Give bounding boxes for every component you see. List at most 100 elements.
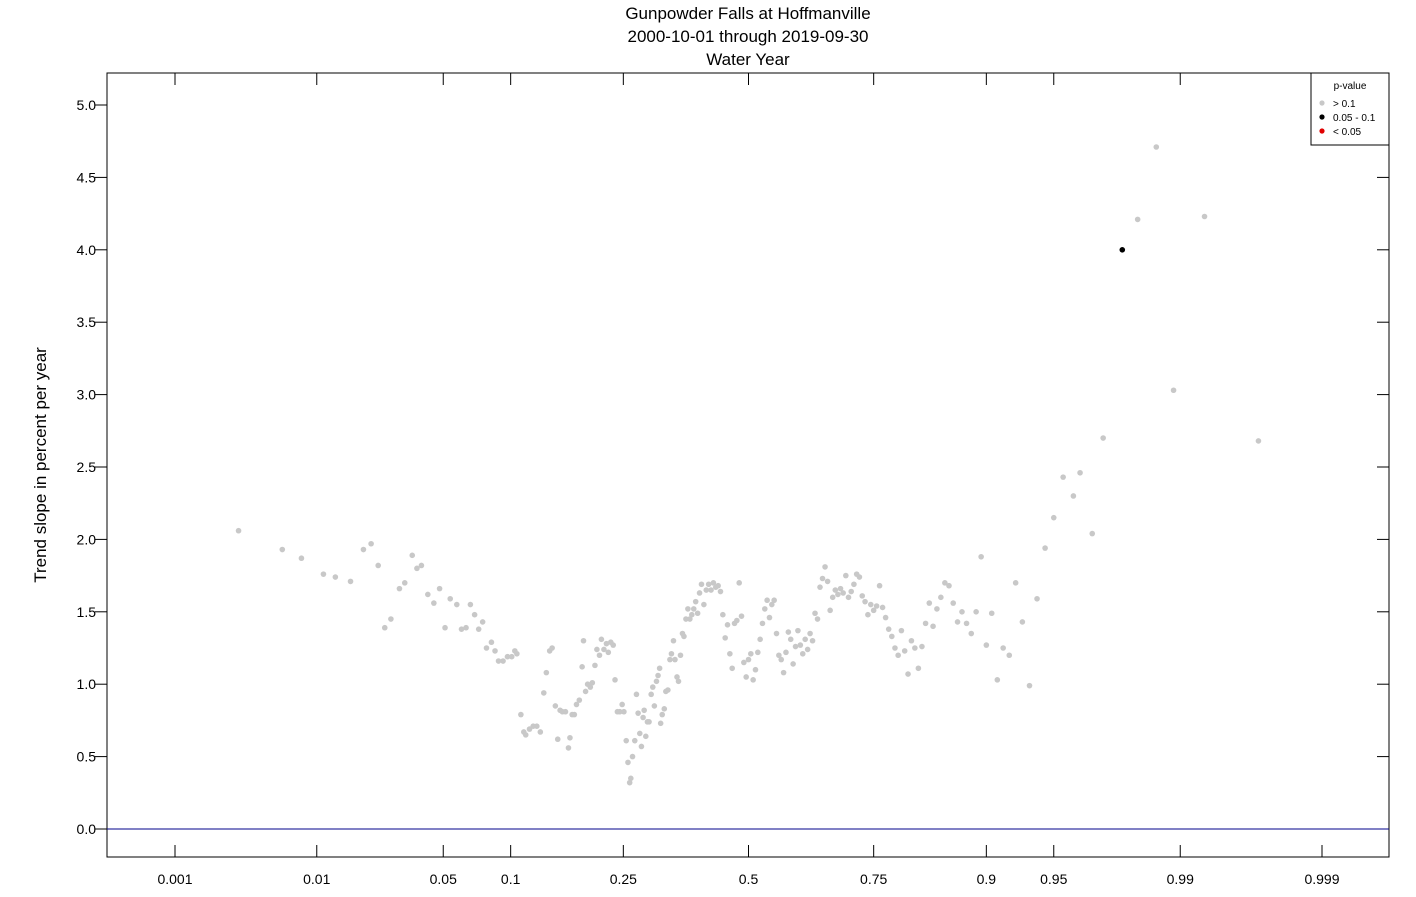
data-point bbox=[790, 661, 796, 667]
data-point bbox=[703, 587, 710, 593]
data-point bbox=[873, 603, 880, 609]
data-point bbox=[812, 610, 818, 617]
data-point bbox=[522, 732, 529, 738]
data-point bbox=[332, 574, 339, 580]
data-point bbox=[978, 553, 984, 560]
x-tick-label: 0.9 bbox=[977, 871, 997, 887]
data-point bbox=[641, 707, 647, 714]
chart-subtitle-season: Water Year bbox=[706, 50, 790, 69]
data-point bbox=[668, 650, 675, 657]
data-point bbox=[745, 656, 752, 663]
data-point bbox=[567, 734, 573, 741]
data-point bbox=[727, 650, 733, 657]
data-point bbox=[580, 637, 587, 644]
data-point bbox=[625, 759, 631, 766]
data-point bbox=[447, 595, 454, 602]
data-point bbox=[458, 626, 465, 632]
data-point bbox=[431, 600, 437, 606]
data-point bbox=[1050, 514, 1057, 521]
data-point bbox=[795, 627, 801, 634]
data-point bbox=[919, 643, 925, 650]
legend-marker-0-05-0-1 bbox=[1319, 114, 1325, 120]
data-point bbox=[626, 779, 633, 786]
data-point bbox=[643, 733, 649, 740]
data-point bbox=[1119, 247, 1126, 253]
data-point bbox=[638, 743, 645, 750]
data-point bbox=[694, 610, 701, 617]
data-point bbox=[692, 598, 699, 605]
data-point bbox=[467, 601, 474, 608]
data-point bbox=[500, 658, 506, 664]
data-point bbox=[827, 607, 833, 614]
data-point bbox=[862, 598, 868, 605]
data-point bbox=[819, 575, 826, 582]
data-point bbox=[687, 616, 693, 622]
data-point bbox=[552, 703, 559, 709]
legend-marker-gt-0-1 bbox=[1319, 100, 1325, 106]
data-point bbox=[837, 585, 844, 592]
data-point bbox=[1000, 645, 1006, 651]
data-point bbox=[667, 656, 673, 663]
data-point bbox=[959, 609, 965, 615]
data-point bbox=[859, 593, 866, 599]
data-point bbox=[915, 665, 922, 672]
data-point bbox=[994, 677, 1001, 683]
data-point bbox=[934, 606, 940, 612]
plot-frame bbox=[106, 72, 1390, 858]
data-point bbox=[889, 633, 895, 640]
data-point bbox=[657, 720, 664, 727]
data-point bbox=[360, 546, 367, 553]
data-point bbox=[483, 645, 490, 651]
data-point bbox=[576, 697, 583, 703]
data-point bbox=[835, 591, 841, 598]
data-point bbox=[741, 659, 747, 666]
data-point bbox=[436, 585, 443, 592]
data-point bbox=[983, 642, 990, 648]
data-point bbox=[235, 527, 242, 534]
data-point bbox=[690, 606, 697, 612]
legend-box bbox=[1310, 72, 1390, 146]
data-point bbox=[851, 581, 857, 588]
legend-title: p-value bbox=[1334, 81, 1367, 92]
data-point bbox=[968, 630, 975, 637]
data-point bbox=[534, 723, 540, 729]
data-point bbox=[616, 708, 623, 715]
data-point bbox=[764, 597, 770, 604]
legend-label-lt-0-05: < 0.05 bbox=[1333, 127, 1362, 138]
data-point bbox=[757, 636, 763, 643]
data-point bbox=[623, 737, 630, 744]
data-point bbox=[540, 690, 547, 696]
data-point bbox=[543, 669, 550, 676]
y-tick-label: 0.0 bbox=[77, 821, 97, 837]
data-point bbox=[571, 711, 578, 718]
data-point bbox=[689, 611, 695, 618]
data-point bbox=[573, 701, 580, 708]
data-point bbox=[762, 606, 768, 612]
x-tick-label: 0.05 bbox=[430, 871, 457, 887]
chart-title: Gunpowder Falls at Hoffmanville bbox=[625, 4, 871, 23]
data-point bbox=[696, 590, 703, 596]
data-point bbox=[901, 648, 908, 654]
data-point bbox=[701, 601, 707, 608]
data-point bbox=[631, 737, 638, 744]
data-point bbox=[279, 546, 286, 553]
data-point bbox=[715, 582, 721, 589]
data-point bbox=[946, 582, 952, 589]
data-point bbox=[659, 711, 666, 718]
data-point bbox=[653, 678, 660, 685]
data-point bbox=[845, 594, 852, 601]
data-point bbox=[375, 562, 381, 569]
data-point bbox=[724, 622, 731, 628]
data-point bbox=[1089, 530, 1096, 537]
data-point bbox=[792, 643, 799, 650]
data-point bbox=[651, 703, 658, 709]
data-point bbox=[1100, 435, 1106, 441]
x-tick-label: 0.999 bbox=[1304, 871, 1339, 887]
x-tick-label: 0.001 bbox=[157, 871, 192, 887]
data-point bbox=[773, 630, 780, 637]
data-point bbox=[807, 630, 813, 637]
data-point bbox=[579, 664, 585, 670]
data-point bbox=[963, 620, 970, 627]
data-point bbox=[396, 585, 403, 592]
data-point bbox=[734, 617, 740, 624]
